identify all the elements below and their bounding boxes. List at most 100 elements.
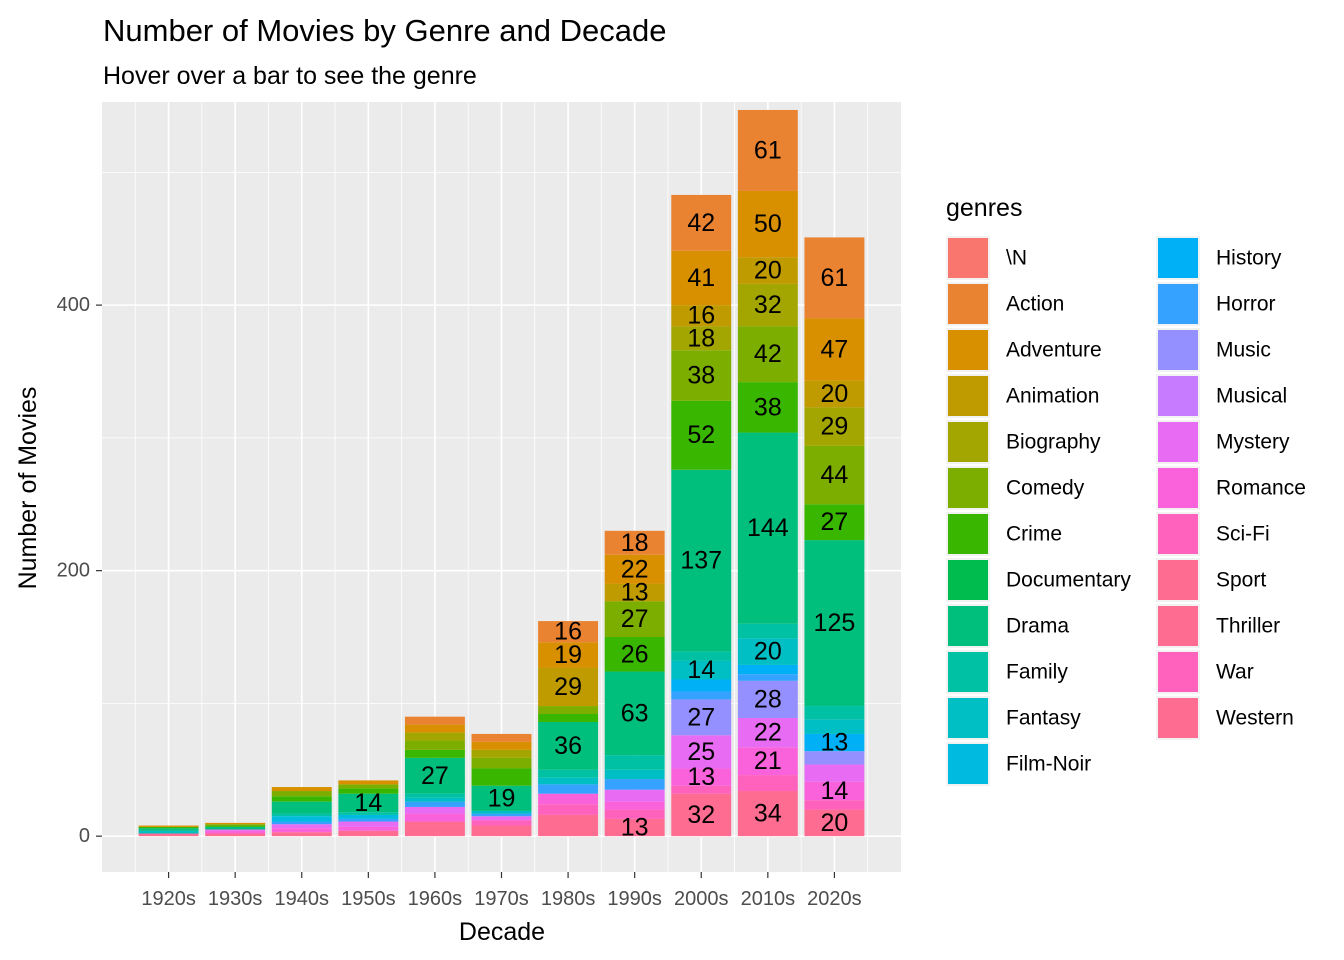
bar-2020s-mystery[interactable] [804, 764, 865, 782]
bar-1970s-crime[interactable] [471, 768, 532, 786]
bar-1990s-thriller[interactable] [604, 818, 665, 837]
bar-2010s-adventure[interactable] [737, 190, 798, 258]
bar-1980s-horror[interactable] [538, 784, 599, 794]
bar-1980s-fantasy[interactable] [538, 777, 599, 785]
bar-1940s-mystery[interactable] [271, 824, 332, 829]
bar-1950s-horror[interactable] [338, 818, 399, 822]
bar-1960s-family[interactable] [404, 793, 465, 798]
bar-2000s-romance[interactable] [671, 768, 732, 786]
bar-2020s-biography[interactable] [804, 407, 865, 446]
bar-1920s-drama[interactable] [138, 828, 199, 831]
bar-2020s-music[interactable] [804, 751, 865, 765]
bar-1930s-adventure[interactable] [205, 822, 266, 825]
bar-1950s-family[interactable] [338, 812, 399, 815]
bar-1960s-biography[interactable] [404, 732, 465, 741]
bar-1920s-adventure[interactable] [138, 825, 199, 827]
bar-2000s-action[interactable] [671, 194, 732, 251]
bar-1960s-comedy[interactable] [404, 740, 465, 750]
bar-2000s-mystery[interactable] [671, 735, 732, 769]
bar-2000s-thriller[interactable] [671, 793, 732, 837]
bar-2020s-animation[interactable] [804, 380, 865, 408]
bar-2000s-crime[interactable] [671, 400, 732, 470]
bar-2010s-animation[interactable] [737, 257, 798, 284]
bar-1970s-sci-fi[interactable] [471, 820, 532, 826]
bar-2020s-thriller[interactable] [804, 809, 865, 837]
bar-1990s-romance[interactable] [604, 801, 665, 810]
bar-1940s-film-noir[interactable] [271, 816, 332, 822]
bar-2010s-action[interactable] [737, 109, 798, 191]
bar-2000s-biography[interactable] [671, 326, 732, 351]
bar-2010s-mystery[interactable] [737, 718, 798, 748]
bar-1950s-comedy[interactable] [338, 784, 399, 789]
bar-1990s-fantasy[interactable] [604, 769, 665, 780]
bar-2020s-comedy[interactable] [804, 445, 865, 505]
bar-2000s-comedy[interactable] [671, 350, 732, 401]
bar-1960s-fantasy[interactable] [404, 797, 465, 802]
bar-2010s-biography[interactable] [737, 283, 798, 327]
bar-1980s-drama[interactable] [538, 721, 599, 770]
bar-1980s-crime[interactable] [538, 714, 599, 722]
bar-2010s-crime[interactable] [737, 382, 798, 433]
bar-1930s-romance[interactable] [205, 830, 266, 834]
bar-1930s-thriller[interactable] [205, 833, 266, 837]
bar-2020s-fantasy[interactable] [804, 719, 865, 734]
bar-1930s-comedy[interactable] [205, 824, 266, 826]
bar-1980s-action[interactable] [538, 621, 599, 643]
bar-2010s-music[interactable] [737, 680, 798, 718]
bar-2010s-thriller[interactable] [737, 791, 798, 837]
bar-2010s-romance[interactable] [737, 747, 798, 776]
bar-1980s-adventure[interactable] [538, 642, 599, 668]
bar-1930s-mystery[interactable] [205, 829, 266, 831]
bar-1950s-mystery[interactable] [338, 821, 399, 827]
bar-1980s-animation[interactable] [538, 667, 599, 707]
bar-1990s-drama[interactable] [604, 671, 665, 756]
bar-1960s-mystery[interactable] [404, 806, 465, 814]
bar-1940s-romance[interactable] [271, 828, 332, 833]
bar-2000s-horror[interactable] [671, 691, 732, 700]
bar-1960s-action[interactable] [404, 716, 465, 725]
bar-1990s-family[interactable] [604, 755, 665, 770]
bar-1950s-thriller[interactable] [338, 830, 399, 837]
bar-1980s-comedy[interactable] [538, 706, 599, 715]
bar-2020s-drama[interactable] [804, 540, 865, 707]
bar-2020s-crime[interactable] [804, 504, 865, 541]
bar-1950s-drama[interactable] [338, 793, 399, 813]
bar-2010s-drama[interactable] [737, 432, 798, 624]
bar-2010s-horror[interactable] [737, 674, 798, 681]
bar-1940s-thriller[interactable] [271, 832, 332, 837]
bar-1990s-comedy[interactable] [604, 601, 665, 638]
bar-1990s-mystery[interactable] [604, 789, 665, 802]
bar-1980s-romance[interactable] [538, 793, 599, 805]
bar-2010s-family[interactable] [737, 623, 798, 639]
bar-1940s-drama[interactable] [271, 801, 332, 814]
bar-1960s-drama[interactable] [404, 757, 465, 794]
bar-1940s-crime[interactable] [271, 796, 332, 802]
bar-1970s-thriller[interactable] [471, 825, 532, 837]
bar-1980s-family[interactable] [538, 769, 599, 778]
bar-2000s-animation[interactable] [671, 305, 732, 327]
bar-2010s-fantasy[interactable] [737, 638, 798, 665]
bar-1930s-drama[interactable] [205, 826, 266, 830]
bar-1960s-crime[interactable] [404, 749, 465, 758]
bar-2000s-fantasy[interactable] [671, 660, 732, 680]
bar-1970s-adventure[interactable] [471, 741, 532, 750]
bar-1990s-adventure[interactable] [604, 554, 665, 584]
bar-1960s-thriller[interactable] [404, 825, 465, 837]
bar-1960s-adventure[interactable] [404, 724, 465, 733]
bar-1990s-horror[interactable] [604, 779, 665, 790]
bar-1970s-biography[interactable] [471, 749, 532, 758]
bar-1970s-horror[interactable] [471, 813, 532, 817]
bar-1950s-film-noir[interactable] [338, 814, 399, 819]
bar-2020s-family[interactable] [804, 706, 865, 720]
bar-2020s-romance[interactable] [804, 781, 865, 801]
bar-1970s-fantasy[interactable] [471, 810, 532, 814]
bar-1970s-drama[interactable] [471, 785, 532, 811]
bar-1960s-romance[interactable] [404, 813, 465, 822]
bar-1940s-adventure[interactable] [271, 787, 332, 792]
bar-2000s-family[interactable] [671, 651, 732, 661]
bar-1990s-sci-fi[interactable] [604, 809, 665, 819]
bar-1970s-mystery[interactable] [471, 816, 532, 821]
bar-1950s-romance[interactable] [338, 826, 399, 831]
bar-1940s-horror[interactable] [271, 821, 332, 825]
bar-2000s-adventure[interactable] [671, 250, 732, 306]
